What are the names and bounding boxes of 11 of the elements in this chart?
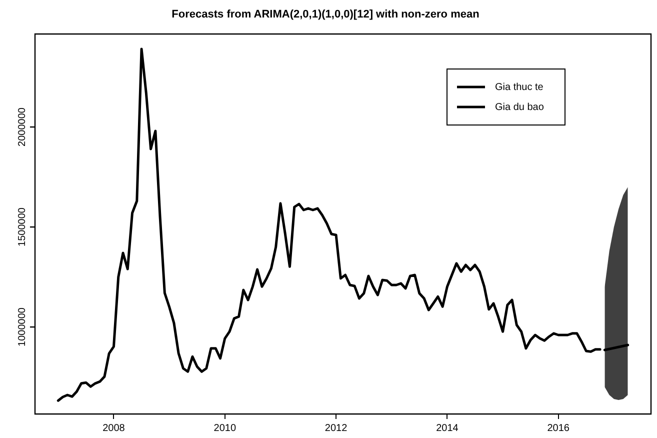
- legend-label: Gia thuc te: [495, 82, 544, 93]
- x-tick-label: 2016: [547, 422, 570, 434]
- x-tick-label: 2008: [102, 422, 126, 434]
- y-tick-label: 2000000: [16, 107, 28, 146]
- y-tick-label: 1000000: [16, 307, 28, 346]
- x-tick-label: 2014: [436, 422, 459, 434]
- y-tick-label: 1500000: [16, 207, 28, 246]
- legend-label: Gia du bao: [495, 102, 544, 113]
- chart-title: Forecasts from ARIMA(2,0,1)(1,0,0)[12] with non-zero mean: [172, 8, 480, 21]
- x-tick-label: 2010: [214, 422, 236, 434]
- x-tick-label: 2012: [324, 422, 348, 434]
